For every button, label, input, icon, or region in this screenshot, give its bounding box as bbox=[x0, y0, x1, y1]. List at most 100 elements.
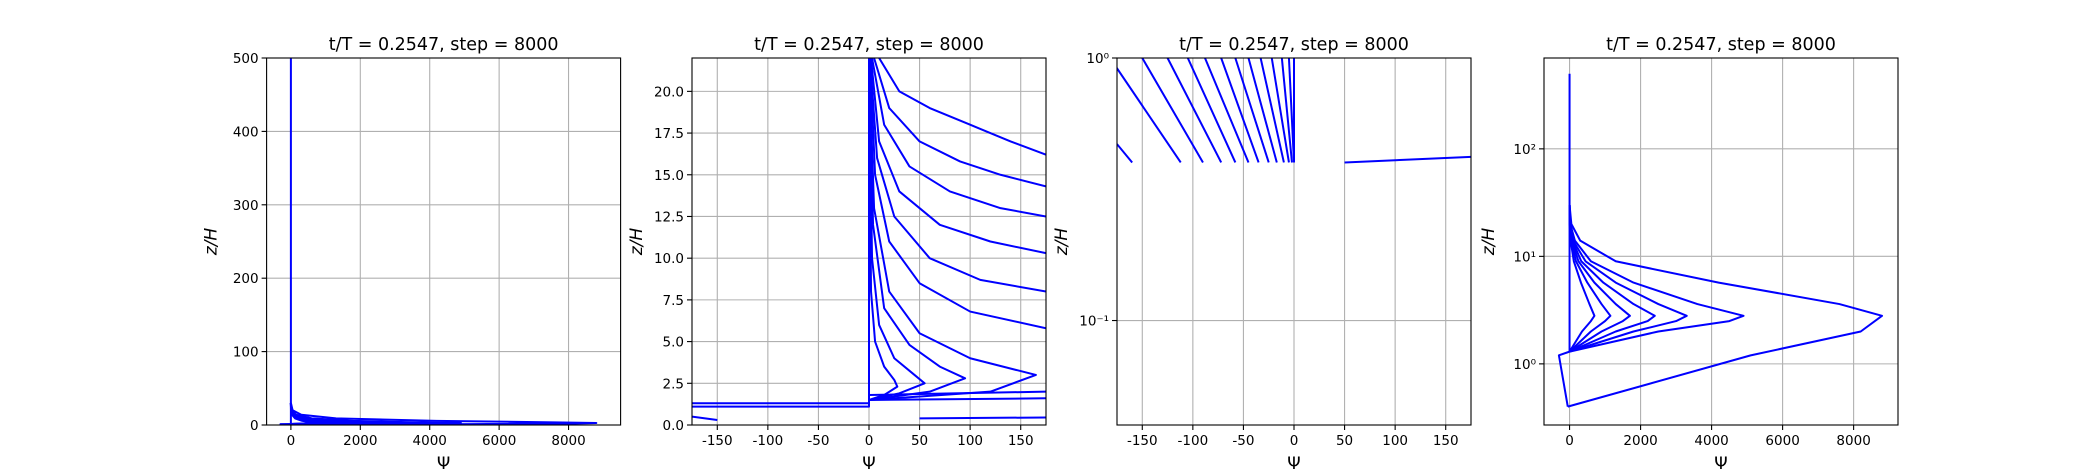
x-tick-label: -150 bbox=[702, 433, 733, 449]
y-tick-label: 100 bbox=[233, 345, 259, 361]
data-line bbox=[870, 58, 1046, 255]
data-line bbox=[1204, 58, 1250, 163]
chart-title: t/T = 0.2547, step = 8000 bbox=[329, 35, 559, 55]
x-tick-label: 150 bbox=[1008, 433, 1034, 449]
y-tick-label: 17.5 bbox=[654, 126, 684, 142]
chart-title: t/T = 0.2547, step = 8000 bbox=[754, 35, 984, 55]
data-line bbox=[919, 416, 1046, 420]
y-tick-label: 10.0 bbox=[654, 251, 684, 267]
data-line bbox=[692, 415, 718, 421]
axes-frame bbox=[691, 57, 1047, 426]
axes-frame bbox=[1116, 57, 1472, 426]
y-tick-label: 10⁻¹ bbox=[1079, 314, 1109, 330]
lines bbox=[1557, 73, 1884, 408]
x-tick-label: 100 bbox=[1382, 433, 1408, 449]
data-line bbox=[869, 58, 1046, 330]
y-tick-label: 10⁰ bbox=[1513, 357, 1536, 373]
y-tick-label: 0 bbox=[250, 418, 259, 434]
x-tick-label: 8000 bbox=[1836, 433, 1870, 449]
panel: 0 2000 4000 6000 8000 0 100 200 300 400 500 t/T = 0… bbox=[202, 35, 622, 474]
data-line bbox=[868, 58, 926, 401]
chart-title: t/T = 0.2547, step = 8000 bbox=[1179, 35, 1409, 55]
data-line bbox=[1287, 58, 1295, 163]
data-line bbox=[1568, 205, 1745, 353]
y-tick-label: 10⁰ bbox=[1086, 51, 1109, 67]
x-tick-label: 8000 bbox=[551, 433, 585, 449]
x-tick-label: 100 bbox=[957, 433, 983, 449]
x-tick-label: -100 bbox=[1178, 433, 1209, 449]
data-line bbox=[869, 58, 1046, 293]
data-line bbox=[1557, 350, 1570, 407]
data-line bbox=[1117, 66, 1182, 164]
x-tick-label: -100 bbox=[753, 433, 784, 449]
x-tick-label: 0 bbox=[1565, 433, 1574, 449]
data-line bbox=[1259, 58, 1285, 163]
axes-frame bbox=[266, 57, 622, 426]
x-tick-label: 0 bbox=[1290, 433, 1299, 449]
x-tick-label: -50 bbox=[1232, 433, 1254, 449]
y-tick-label: 10² bbox=[1513, 142, 1536, 158]
x-tick-label: 150 bbox=[1433, 433, 1459, 449]
y-tick-label: 10¹ bbox=[1513, 249, 1536, 265]
panel: -150 -100 -50 0 50 100 150 10⁻¹ 10⁰ t/T = 0.2547,… bbox=[1052, 35, 1472, 474]
x-tick-label: 0 bbox=[865, 433, 874, 449]
data-line bbox=[1344, 155, 1471, 164]
panel: -150 -100 -50 0 50 100 150 0.0 2.5 5.0 7.5 10.0 12.5… bbox=[627, 35, 1047, 474]
chart-title: t/T = 0.2547, step = 8000 bbox=[1606, 35, 1836, 55]
data-line bbox=[1280, 58, 1293, 163]
lines bbox=[279, 58, 598, 425]
x-tick-label: 0 bbox=[287, 433, 296, 449]
y-tick-label: 200 bbox=[233, 271, 259, 287]
axes-frame bbox=[1543, 57, 1899, 426]
y-axis-label: z/H bbox=[627, 228, 647, 257]
x-tick-label: 50 bbox=[911, 433, 928, 449]
x-tick-label: 6000 bbox=[1765, 433, 1799, 449]
x-tick-label: -50 bbox=[807, 433, 829, 449]
y-axis-label: z/H bbox=[1479, 228, 1499, 257]
data-line bbox=[1220, 58, 1260, 163]
data-line bbox=[1117, 143, 1133, 164]
y-tick-label: 7.5 bbox=[663, 293, 684, 309]
lines bbox=[692, 58, 1046, 421]
x-tick-label: 50 bbox=[1336, 433, 1353, 449]
data-line bbox=[1141, 58, 1204, 163]
data-line bbox=[1247, 58, 1278, 163]
x-tick-label: 2000 bbox=[343, 433, 377, 449]
data-line bbox=[868, 58, 899, 401]
panel: 0 2000 4000 6000 8000 10⁰ 10¹ 10² t/T = 0.2547, … bbox=[1479, 35, 1899, 474]
data-line bbox=[878, 58, 1046, 156]
data-line bbox=[871, 58, 1046, 218]
data-line bbox=[868, 58, 967, 401]
x-tick-label: 6000 bbox=[482, 433, 516, 449]
data-line bbox=[1567, 204, 1884, 408]
y-axis-label: z/H bbox=[202, 228, 222, 257]
data-line bbox=[1234, 58, 1270, 163]
y-tick-label: 500 bbox=[233, 51, 259, 67]
data-line bbox=[1166, 58, 1223, 163]
data-line bbox=[1270, 58, 1290, 163]
data-line bbox=[868, 58, 1037, 401]
x-axis-label: Ψ bbox=[437, 454, 450, 474]
x-tick-label: 2000 bbox=[1623, 433, 1657, 449]
x-tick-label: -150 bbox=[1127, 433, 1158, 449]
x-axis-label: Ψ bbox=[862, 454, 875, 474]
y-tick-label: 0.0 bbox=[663, 418, 684, 434]
y-tick-label: 400 bbox=[233, 124, 259, 140]
x-tick-label: 4000 bbox=[413, 433, 447, 449]
x-axis-label: Ψ bbox=[1714, 454, 1727, 474]
data-line bbox=[289, 402, 598, 425]
x-axis-label: Ψ bbox=[1287, 454, 1300, 474]
lines bbox=[1117, 58, 1471, 164]
data-line bbox=[1568, 205, 1596, 353]
y-tick-label: 15.0 bbox=[654, 168, 684, 184]
y-axis-label: z/H bbox=[1052, 228, 1072, 257]
x-tick-label: 4000 bbox=[1694, 433, 1728, 449]
data-line bbox=[873, 58, 1046, 188]
data-line bbox=[1186, 58, 1237, 163]
y-tick-label: 300 bbox=[233, 198, 259, 214]
data-line bbox=[289, 402, 317, 425]
y-tick-label: 2.5 bbox=[663, 376, 684, 392]
y-tick-label: 12.5 bbox=[654, 209, 684, 225]
y-tick-label: 20.0 bbox=[654, 84, 684, 100]
